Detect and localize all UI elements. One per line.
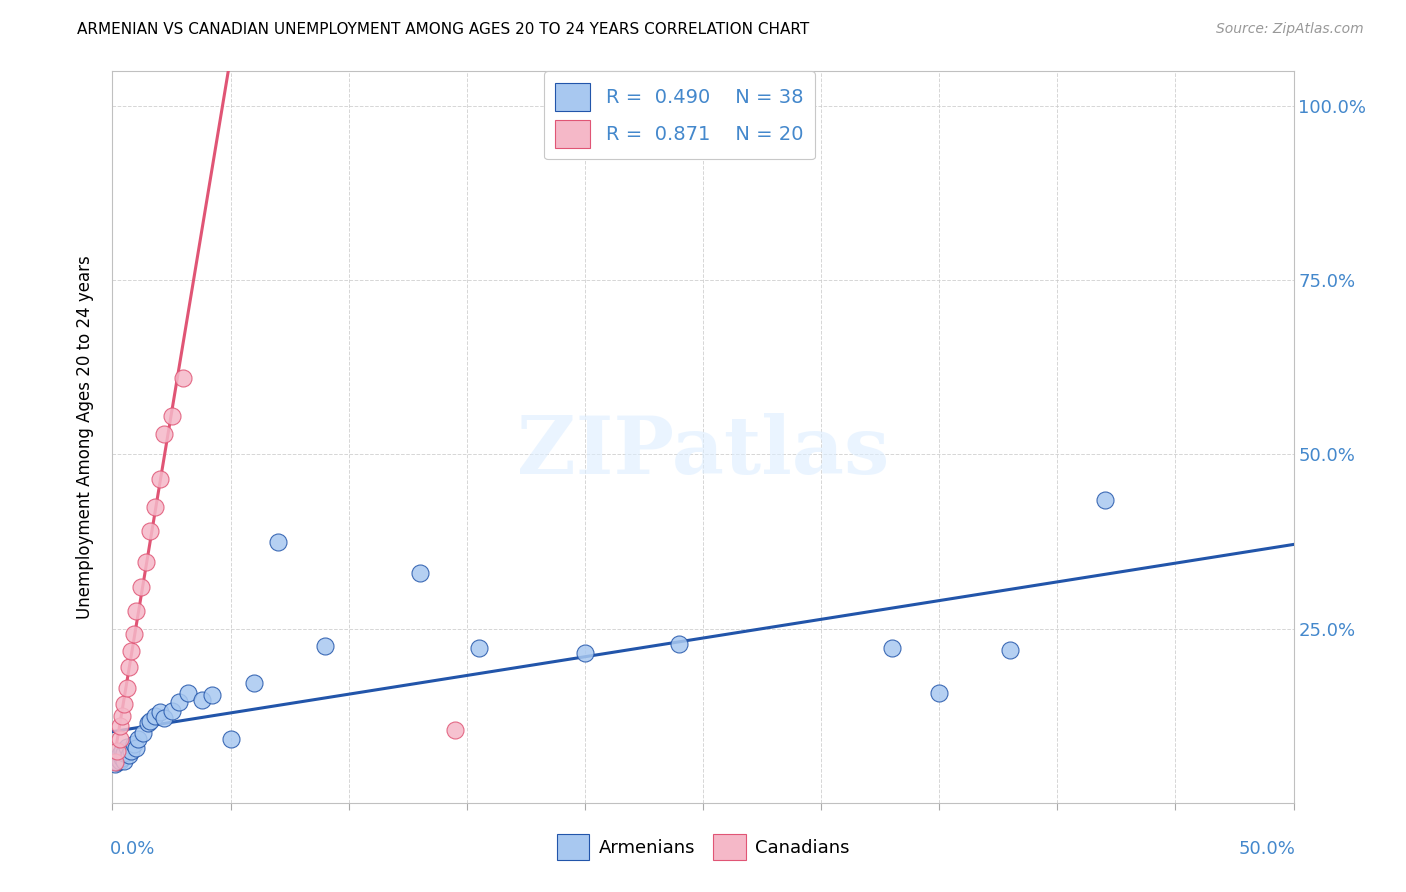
Point <box>668 637 690 651</box>
Point <box>135 556 157 570</box>
Point <box>115 681 138 695</box>
Point <box>122 627 145 641</box>
Legend: Armenians, Canadians: Armenians, Canadians <box>550 827 856 867</box>
Point <box>129 580 152 594</box>
Point <box>177 686 200 700</box>
Point <box>219 731 242 746</box>
Point <box>243 676 266 690</box>
Point <box>118 660 141 674</box>
Point <box>108 719 131 733</box>
Point <box>201 688 224 702</box>
Point <box>118 748 141 763</box>
Point <box>104 756 127 770</box>
Point <box>120 743 142 757</box>
Point <box>111 743 134 757</box>
Point <box>105 756 128 770</box>
Text: ARMENIAN VS CANADIAN UNEMPLOYMENT AMONG AGES 20 TO 24 YEARS CORRELATION CHART: ARMENIAN VS CANADIAN UNEMPLOYMENT AMONG … <box>77 22 810 37</box>
Point <box>149 705 172 719</box>
Point <box>928 686 950 700</box>
Point <box>127 731 149 746</box>
Point <box>125 741 148 756</box>
Point <box>120 644 142 658</box>
Point <box>153 711 176 725</box>
Point <box>122 737 145 751</box>
Point <box>111 708 134 723</box>
Point <box>574 646 596 660</box>
Point <box>143 500 166 514</box>
Point <box>139 714 162 728</box>
Point <box>136 715 159 730</box>
Point <box>172 371 194 385</box>
Point <box>108 754 131 768</box>
Point <box>160 704 183 718</box>
Point <box>132 726 155 740</box>
Point <box>880 641 903 656</box>
Point <box>112 754 135 768</box>
Point <box>108 731 131 746</box>
Point <box>108 747 131 761</box>
Point <box>160 409 183 424</box>
Point <box>143 708 166 723</box>
Point <box>998 642 1021 657</box>
Text: ZIPatlas: ZIPatlas <box>517 413 889 491</box>
Text: Source: ZipAtlas.com: Source: ZipAtlas.com <box>1216 22 1364 37</box>
Point <box>112 746 135 760</box>
Point <box>139 524 162 538</box>
Point <box>111 750 134 764</box>
Point <box>115 740 138 755</box>
Point <box>191 692 214 706</box>
Point <box>125 604 148 618</box>
Point <box>153 426 176 441</box>
Point <box>112 697 135 711</box>
Point <box>444 723 467 737</box>
Point <box>105 750 128 764</box>
Y-axis label: Unemployment Among Ages 20 to 24 years: Unemployment Among Ages 20 to 24 years <box>76 255 94 619</box>
Point <box>467 641 489 656</box>
Point <box>1094 492 1116 507</box>
Point <box>408 566 430 580</box>
Point <box>105 743 128 757</box>
Point <box>314 639 336 653</box>
Point <box>149 472 172 486</box>
Text: 0.0%: 0.0% <box>110 840 156 858</box>
Text: 50.0%: 50.0% <box>1239 840 1296 858</box>
Point <box>267 534 290 549</box>
Point <box>167 695 190 709</box>
Point <box>104 757 127 772</box>
